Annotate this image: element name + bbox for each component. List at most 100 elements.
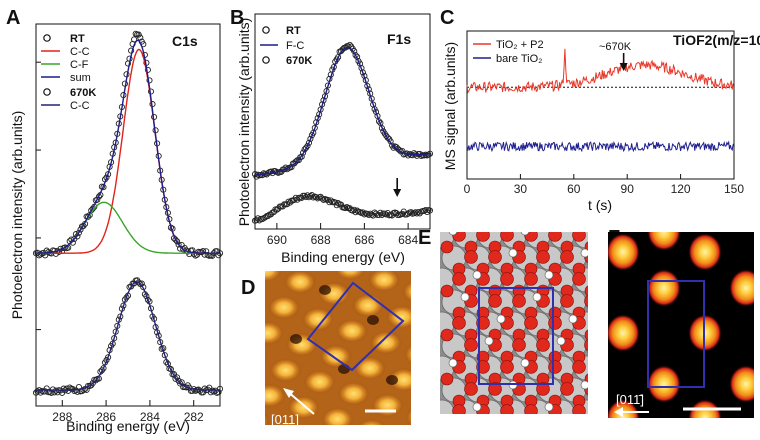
series-670k-point xyxy=(405,210,412,217)
atom-ti xyxy=(585,294,588,310)
series-670k-point xyxy=(42,388,49,395)
panel-f: F [011̄] xyxy=(608,227,754,418)
series-rt-point xyxy=(345,43,352,50)
atom-o xyxy=(597,351,609,363)
atom-h xyxy=(496,314,506,324)
series-rt-point xyxy=(174,238,181,245)
panel-b-ylabel: Photoelectron intensity (arb.units) xyxy=(236,18,252,227)
legend-marker-b-670k xyxy=(262,56,270,64)
atom-o xyxy=(440,328,454,342)
atom-o xyxy=(524,316,538,330)
panel-a-xtick-label: 288 xyxy=(52,410,72,424)
series-rt-point xyxy=(172,236,179,243)
panel-e-label: E xyxy=(418,227,431,249)
series-f-c-line xyxy=(254,46,431,176)
series-rt-point xyxy=(94,196,101,203)
series-670k-point xyxy=(383,211,390,218)
atom-h xyxy=(460,292,470,302)
series-rt-point xyxy=(131,36,138,43)
atom-h xyxy=(593,359,601,367)
series-670k-point xyxy=(253,217,260,224)
stm-feature xyxy=(284,271,316,294)
series-rt-point xyxy=(95,193,102,200)
atom-h xyxy=(556,336,566,346)
atom-o xyxy=(488,250,502,264)
series-670k-point xyxy=(343,203,350,211)
atom-o xyxy=(560,382,574,396)
series-rt-point xyxy=(405,152,412,159)
atom-o xyxy=(536,382,550,396)
atom-o xyxy=(548,232,562,242)
atom-o xyxy=(537,417,549,429)
series-670k-point xyxy=(415,208,422,216)
series-rt-point xyxy=(304,142,311,149)
legend-label-cc: C-C xyxy=(70,46,90,58)
series-670k-point xyxy=(378,211,385,219)
series-rt-point xyxy=(337,48,345,55)
stm-feature xyxy=(285,332,318,357)
stm-feature xyxy=(386,305,411,330)
atom-h xyxy=(580,380,588,390)
panel-a: A C1s 288 286 284 282 Binding energy (eV) P… xyxy=(6,7,224,434)
panel-b-xlabel: Binding energy (eV) xyxy=(281,249,405,265)
panel-a-title: C1s xyxy=(172,33,198,49)
stm-feature xyxy=(265,383,286,408)
legend-label-b-670k: 670K xyxy=(286,55,312,67)
simulated-feature xyxy=(608,233,640,271)
simulated-feature xyxy=(688,399,722,418)
stm-feature xyxy=(267,295,300,320)
panel-c-xtick-label: 30 xyxy=(514,182,528,196)
stm-feature xyxy=(301,307,334,332)
atom-o xyxy=(500,272,514,286)
atom-h xyxy=(544,270,554,280)
atom-o xyxy=(512,338,526,352)
series-rt-point xyxy=(384,134,391,141)
panel-d: D [011] xyxy=(241,271,411,427)
atom-o xyxy=(536,250,550,264)
atom-o xyxy=(597,405,610,418)
atom-h xyxy=(544,402,554,412)
panel-e-unit-cell xyxy=(478,287,554,385)
series-rt-point xyxy=(311,124,318,131)
series-rt-point xyxy=(37,251,44,258)
stm-feature xyxy=(387,367,411,392)
panel-c: C 0 30 60 90 120 150 TiOF2(m/z=101.8) ~670K t… xyxy=(440,7,760,213)
panel-f-unit-cell xyxy=(647,280,705,388)
stm-feature xyxy=(265,351,268,366)
series-670k-point xyxy=(407,209,415,216)
panel-c-xlabel: t (s) xyxy=(588,197,612,213)
simulated-feature xyxy=(608,314,640,352)
atom-h xyxy=(520,232,530,236)
atom-o xyxy=(536,338,550,352)
atom-o xyxy=(500,232,514,242)
panel-a-xtick-label: 284 xyxy=(140,410,160,424)
legend-marker-rt xyxy=(43,34,51,42)
series-670k-point xyxy=(144,296,151,303)
series-c-c-line xyxy=(36,281,220,391)
panel-c-xtick-label: 90 xyxy=(621,182,635,196)
panel-c-frame xyxy=(466,30,735,180)
stm-dark-pit xyxy=(386,375,398,385)
panel-c-xtick-label: 150 xyxy=(724,182,744,196)
series-670k-point xyxy=(201,385,208,392)
series-rt-point xyxy=(335,54,342,61)
series-670k-point xyxy=(302,194,310,201)
panel-d-arrowhead xyxy=(283,388,294,398)
atom-o xyxy=(465,417,477,429)
series-670k-point xyxy=(304,192,311,199)
series-670k-point xyxy=(426,207,434,214)
atom-o xyxy=(441,417,453,429)
atom-o xyxy=(500,360,514,374)
series-670k-point xyxy=(354,207,361,214)
atom-o xyxy=(440,372,454,386)
series-rt-point xyxy=(305,139,313,146)
atom-h xyxy=(532,292,542,302)
stm-feature xyxy=(352,293,384,318)
atom-o xyxy=(464,250,478,264)
legend-label-b-rt: RT xyxy=(286,25,301,37)
series-670k-point xyxy=(123,294,130,301)
stm-feature xyxy=(403,344,411,365)
stm-feature xyxy=(303,369,336,394)
legend-label-sum: sum xyxy=(70,72,91,84)
